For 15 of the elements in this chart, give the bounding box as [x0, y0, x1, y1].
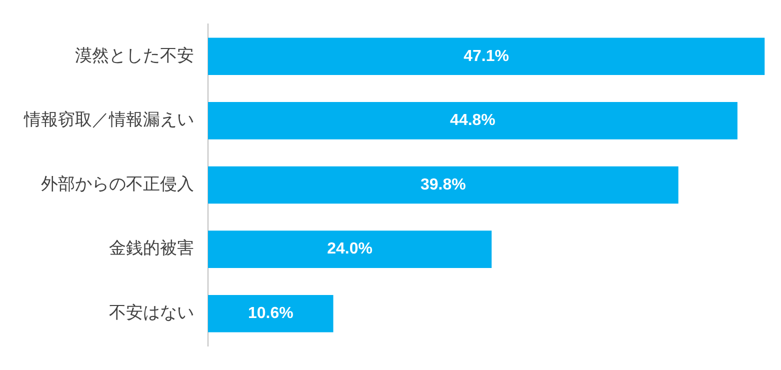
y-tick-label: 金銭的被害 — [109, 238, 194, 259]
bar — [208, 230, 492, 268]
data-label: 44.8% — [450, 112, 496, 130]
y-tick-label: 情報窃取／情報漏えい — [23, 110, 194, 130]
bar — [208, 102, 738, 140]
data-label: 39.8% — [420, 176, 466, 194]
data-label: 47.1% — [464, 48, 510, 65]
data-label: 10.6% — [248, 305, 294, 322]
y-tick-label: 外部からの不正侵入 — [41, 174, 194, 194]
y-tick-label: 不安はない — [109, 303, 194, 324]
bar — [208, 294, 334, 332]
bar — [208, 166, 678, 204]
data-label: 24.0% — [327, 240, 373, 258]
y-tick-label: 漠然とした不安 — [75, 46, 194, 66]
bar — [208, 38, 765, 76]
